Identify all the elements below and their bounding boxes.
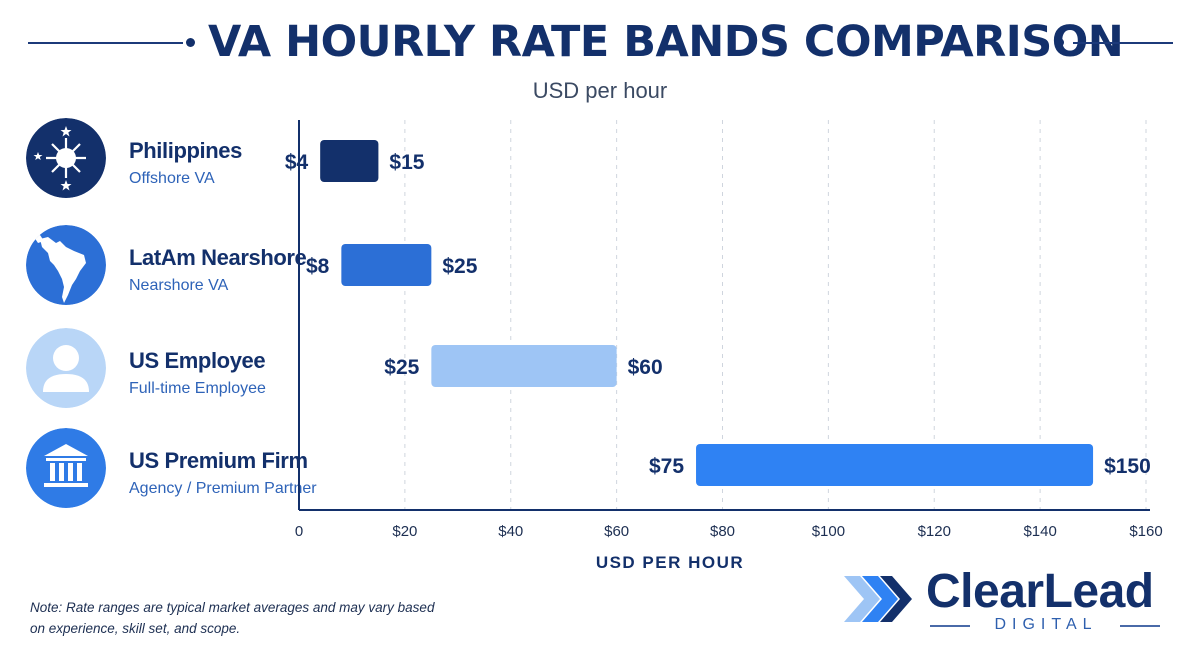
logo-rule-left (930, 625, 970, 627)
title-row: VA HOURLY RATE BANDS COMPARISON (0, 14, 1200, 70)
x-tick-label: $100 (812, 523, 845, 540)
logo-rule-right (1120, 625, 1160, 627)
range-high-label: $15 (389, 151, 424, 174)
range-bar (320, 140, 379, 182)
category-latam: LatAm Nearshore Nearshore VA (26, 225, 307, 307)
x-tick-label: $80 (710, 523, 735, 540)
x-tick-label: $160 (1129, 523, 1162, 540)
range-low-label: $75 (649, 455, 684, 478)
chart-title: VA HOURLY RATE BANDS COMPARISON (208, 17, 1124, 67)
logo-sub-text: DIGITAL (994, 616, 1098, 633)
x-axis-label: USD PER HOUR (595, 553, 745, 572)
x-tick-label: $20 (392, 523, 417, 540)
title-dot-right (1055, 38, 1064, 47)
title-rule-left (28, 42, 183, 44)
category-subtitle: Nearshore VA (129, 277, 229, 294)
range-low-label: $25 (384, 356, 419, 379)
bank-building-icon (26, 428, 106, 508)
range-high-label: $60 (628, 356, 663, 379)
category-name: LatAm Nearshore (129, 245, 307, 270)
range-bar (431, 345, 617, 387)
category-name: Philippines (129, 138, 242, 163)
category-subtitle: Agency / Premium Partner (129, 480, 317, 497)
latin-america-map-icon (26, 225, 106, 305)
range-high-label: $25 (442, 255, 477, 278)
philippines-flag-icon (26, 118, 106, 198)
category-philippines: Philippines Offshore VA (26, 118, 296, 200)
title-dot-left (186, 38, 195, 47)
category-us-premium-firm: US Premium Firm Agency / Premium Partner (26, 428, 317, 510)
logo-sub-row: DIGITAL (930, 616, 1162, 634)
range-low-label: $8 (306, 255, 330, 278)
range-high-label: $150 (1104, 455, 1151, 478)
category-subtitle: Full-time Employee (129, 380, 266, 397)
category-name: US Employee (129, 348, 266, 373)
x-tick-label: $40 (498, 523, 523, 540)
clearlead-logo: ClearLead DIGITAL (844, 565, 1174, 640)
category-us-employee: US Employee Full-time Employee (26, 328, 296, 410)
x-tick-label: 0 (295, 523, 303, 540)
range-bar (696, 444, 1094, 486)
category-name: US Premium Firm (129, 448, 308, 473)
x-tick-label: $120 (918, 523, 951, 540)
person-icon (26, 328, 106, 408)
x-tick-label: $140 (1023, 523, 1056, 540)
chart-subtitle: USD per hour (532, 78, 668, 103)
chevron-logo-icon (844, 576, 912, 622)
footnote: Note: Rate ranges are typical market ave… (30, 600, 435, 636)
logo-brand-name: ClearLead (926, 565, 1154, 618)
x-tick-label: $60 (604, 523, 629, 540)
range-bar (341, 244, 432, 286)
category-subtitle: Offshore VA (129, 170, 215, 187)
title-rule-right (1073, 42, 1173, 44)
range-low-label: $4 (285, 151, 309, 174)
